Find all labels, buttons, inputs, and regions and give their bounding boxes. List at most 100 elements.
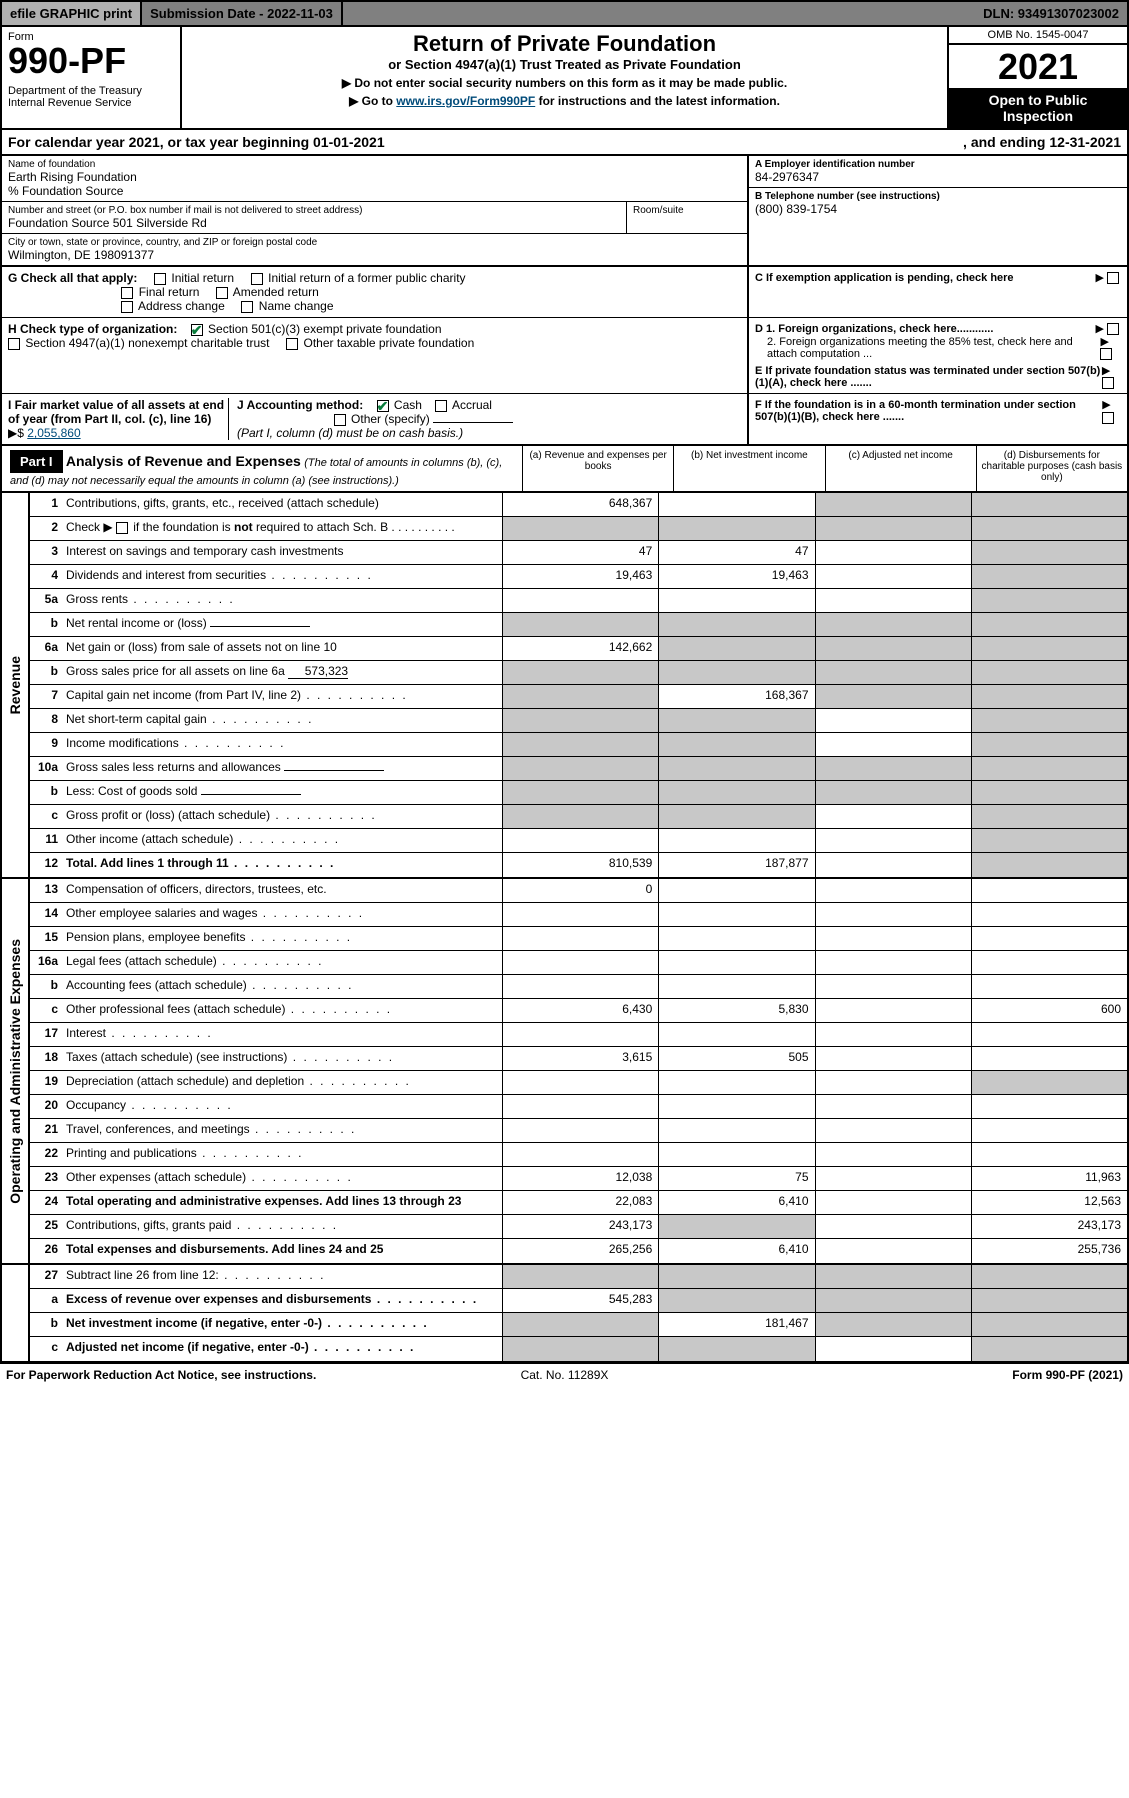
summary-section: 27Subtract line 26 from line 12:aExcess …: [0, 1265, 1129, 1363]
expenses-side-label: Operating and Administrative Expenses: [7, 939, 23, 1204]
submission-date: Submission Date - 2022-11-03: [142, 2, 343, 25]
line-number: b: [30, 781, 62, 804]
amount-cell: [815, 613, 971, 636]
amount-cell: [815, 879, 971, 902]
checkbox-507b1b[interactable]: [1102, 412, 1114, 424]
footer-left: For Paperwork Reduction Act Notice, see …: [6, 1368, 378, 1382]
table-row: cAdjusted net income (if negative, enter…: [30, 1337, 1127, 1361]
checkbox-85pct[interactable]: [1100, 348, 1112, 360]
revenue-side-label: Revenue: [7, 656, 23, 714]
line-number: 22: [30, 1143, 62, 1166]
dln: DLN: 93491307023002: [975, 2, 1127, 25]
line-description: Less: Cost of goods sold: [62, 781, 502, 804]
amount-cell: [815, 805, 971, 828]
amount-cell: [815, 1023, 971, 1046]
fmv-link[interactable]: 2,055,860: [27, 426, 80, 440]
checkbox-initial-return[interactable]: [154, 273, 166, 285]
line-number: 18: [30, 1047, 62, 1070]
checkbox-501c3[interactable]: [191, 324, 203, 336]
form-subtitle: or Section 4947(a)(1) Trust Treated as P…: [192, 57, 937, 72]
amount-cell: [815, 685, 971, 708]
line-description: Net investment income (if negative, ente…: [62, 1313, 502, 1336]
amount-cell: [971, 1337, 1127, 1361]
line-number: 10a: [30, 757, 62, 780]
amount-cell: [502, 1071, 658, 1094]
amount-cell: [815, 781, 971, 804]
checkbox-cash[interactable]: [377, 400, 389, 412]
col-b-header: (b) Net investment income: [673, 446, 824, 491]
table-row: 7Capital gain net income (from Part IV, …: [30, 685, 1127, 709]
line-description: Compensation of officers, directors, tru…: [62, 879, 502, 902]
checkbox-initial-return-former[interactable]: [251, 273, 263, 285]
amount-cell: [658, 1289, 814, 1312]
checkbox-other-method[interactable]: [334, 414, 346, 426]
line-description: Income modifications: [62, 733, 502, 756]
table-row: 12Total. Add lines 1 through 11810,53918…: [30, 853, 1127, 877]
table-row: cOther professional fees (attach schedul…: [30, 999, 1127, 1023]
table-row: 24Total operating and administrative exp…: [30, 1191, 1127, 1215]
line-number: 7: [30, 685, 62, 708]
form-number: 990-PF: [8, 43, 174, 79]
line-description: Net gain or (loss) from sale of assets n…: [62, 637, 502, 660]
amount-cell: [502, 1313, 658, 1336]
amount-cell: [815, 975, 971, 998]
amount-cell: [971, 757, 1127, 780]
line-number: b: [30, 975, 62, 998]
open-inspection: Open to Public Inspection: [949, 88, 1127, 128]
amount-cell: [971, 1119, 1127, 1142]
checkbox-address-change[interactable]: [121, 301, 133, 313]
amount-cell: [815, 1265, 971, 1288]
line-number: 1: [30, 493, 62, 516]
amount-cell: [971, 879, 1127, 902]
amount-cell: [658, 637, 814, 660]
line-description: Other income (attach schedule): [62, 829, 502, 852]
section-h: H Check type of organization: Section 50…: [0, 318, 1129, 394]
line-description: Net rental income or (loss): [62, 613, 502, 636]
table-row: 21Travel, conferences, and meetings: [30, 1119, 1127, 1143]
line-description: Subtract line 26 from line 12:: [62, 1265, 502, 1288]
table-row: bNet investment income (if negative, ent…: [30, 1313, 1127, 1337]
amount-cell: [815, 541, 971, 564]
amount-cell: 0: [502, 879, 658, 902]
amount-cell: [658, 1265, 814, 1288]
amount-cell: [658, 805, 814, 828]
checkbox-foreign-org[interactable]: [1107, 323, 1119, 335]
amount-cell: [502, 709, 658, 732]
line-description: Dividends and interest from securities: [62, 565, 502, 588]
checkbox-amended-return[interactable]: [216, 287, 228, 299]
table-row: 20Occupancy: [30, 1095, 1127, 1119]
checkbox-final-return[interactable]: [121, 287, 133, 299]
form-header: Form 990-PF Department of the Treasury I…: [0, 27, 1129, 130]
amount-cell: [815, 1239, 971, 1263]
line-number: b: [30, 661, 62, 684]
checkbox-name-change[interactable]: [241, 301, 253, 313]
checkbox-507b1a[interactable]: [1102, 377, 1114, 389]
line-description: Net short-term capital gain: [62, 709, 502, 732]
amount-cell: [815, 999, 971, 1022]
amount-cell: [658, 517, 814, 540]
amount-cell: [658, 1143, 814, 1166]
ein: 84-2976347: [755, 170, 1121, 184]
amount-cell: [971, 853, 1127, 877]
line-description: Depreciation (attach schedule) and deple…: [62, 1071, 502, 1094]
amount-cell: [502, 685, 658, 708]
line-number: b: [30, 1313, 62, 1336]
amount-cell: [815, 661, 971, 684]
amount-cell: [502, 805, 658, 828]
amount-cell: [815, 565, 971, 588]
line-number: 13: [30, 879, 62, 902]
amount-cell: [658, 1337, 814, 1361]
instructions-link[interactable]: www.irs.gov/Form990PF: [396, 94, 535, 108]
checkbox-other-taxable[interactable]: [286, 338, 298, 350]
amount-cell: [502, 1095, 658, 1118]
amount-cell: [971, 541, 1127, 564]
amount-cell: [502, 829, 658, 852]
amount-cell: [971, 709, 1127, 732]
amount-cell: [815, 1337, 971, 1361]
checkbox-4947a1[interactable]: [8, 338, 20, 350]
table-row: 23Other expenses (attach schedule)12,038…: [30, 1167, 1127, 1191]
checkbox-exemption-pending[interactable]: [1107, 272, 1119, 284]
checkbox-accrual[interactable]: [435, 400, 447, 412]
amount-cell: [815, 589, 971, 612]
line-number: 20: [30, 1095, 62, 1118]
